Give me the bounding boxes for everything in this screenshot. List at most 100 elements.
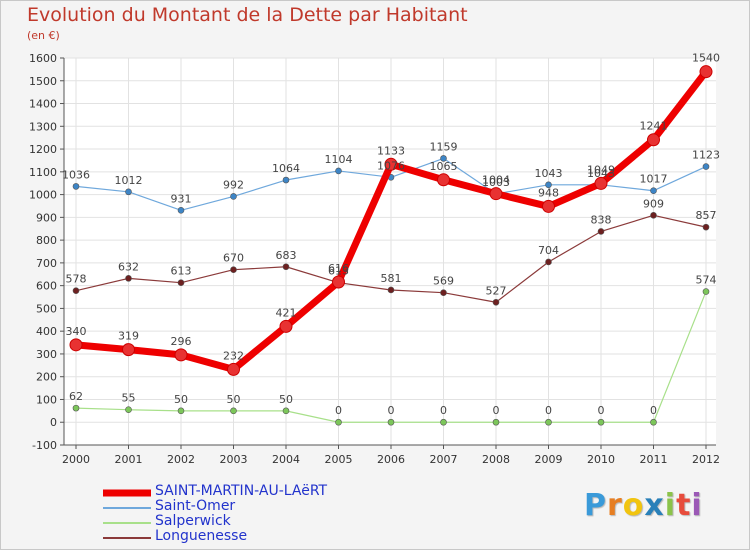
y-tick-label: 1600 <box>29 52 57 65</box>
data-label: 1043 <box>535 167 563 180</box>
logo-letter: o <box>622 488 645 523</box>
data-label: 296 <box>171 335 192 348</box>
data-point <box>177 206 185 214</box>
y-tick-label: 500 <box>36 302 57 315</box>
data-point <box>72 404 80 412</box>
x-tick-label: 2003 <box>220 453 248 466</box>
data-label: 0 <box>335 404 342 417</box>
y-tick-label: 1500 <box>29 75 57 88</box>
data-label: 613 <box>328 265 349 278</box>
data-label: 0 <box>598 404 605 417</box>
data-point <box>542 199 555 213</box>
legend-swatch <box>103 521 151 524</box>
data-point <box>597 418 605 426</box>
data-point <box>702 163 710 170</box>
data-point <box>440 289 447 297</box>
data-point <box>647 133 660 147</box>
y-tick-label: 200 <box>36 371 57 384</box>
data-point <box>702 223 710 231</box>
data-label: 704 <box>538 244 559 257</box>
data-label: 319 <box>118 330 139 343</box>
y-tick-label: 0 <box>50 416 57 429</box>
data-label: 574 <box>696 274 717 287</box>
data-label: 578 <box>66 273 87 286</box>
data-label: 613 <box>171 265 192 278</box>
data-point <box>335 167 342 175</box>
data-point <box>69 338 83 352</box>
x-tick-label: 2009 <box>535 453 563 466</box>
data-point <box>125 406 132 414</box>
y-tick-label: 300 <box>36 348 57 361</box>
data-label: 1540 <box>692 52 720 65</box>
data-point <box>440 418 447 426</box>
logo-letter: t <box>676 488 692 523</box>
data-label: 1003 <box>482 176 510 189</box>
x-tick-label: 2001 <box>115 453 143 466</box>
legend-label: SAINT-MARTIN-AU-LAëRT <box>155 483 328 499</box>
data-label: 421 <box>276 306 297 319</box>
y-tick-label: 800 <box>36 234 57 247</box>
data-point <box>650 187 657 195</box>
data-point <box>650 418 657 426</box>
data-label: 838 <box>591 213 612 226</box>
y-tick-label: 100 <box>36 393 57 406</box>
data-label: 931 <box>171 192 192 205</box>
data-label: 232 <box>223 349 244 362</box>
data-point <box>545 418 552 426</box>
data-label: 616 <box>328 262 349 275</box>
data-point <box>489 187 503 201</box>
data-label: 0 <box>493 404 500 417</box>
data-label: 0 <box>545 404 552 417</box>
data-label: 527 <box>486 284 507 297</box>
data-label: 909 <box>643 197 664 210</box>
data-point <box>699 65 713 79</box>
data-point <box>282 407 290 415</box>
data-point <box>545 181 552 189</box>
y-tick-label: 700 <box>36 257 57 270</box>
data-label: 1123 <box>692 149 720 162</box>
data-label: 1017 <box>640 173 668 186</box>
y-tick-label: 1400 <box>29 98 57 111</box>
data-point <box>440 155 447 162</box>
legend-label: Salperwick <box>155 513 231 529</box>
data-label: 581 <box>381 272 402 285</box>
data-label: 1065 <box>430 160 458 173</box>
plot-area <box>64 58 716 445</box>
x-tick-label: 2005 <box>325 453 353 466</box>
logo-letter: P <box>584 488 607 523</box>
data-point <box>72 183 80 190</box>
data-point <box>72 287 80 294</box>
data-point <box>650 212 657 219</box>
legend-label: Longuenesse <box>155 528 248 544</box>
x-tick-label: 2011 <box>640 453 668 466</box>
data-label: 55 <box>122 392 136 405</box>
data-label: 569 <box>433 275 454 288</box>
grid <box>64 57 716 446</box>
legend-label: Saint-Omer <box>155 498 236 514</box>
data-point <box>177 407 185 415</box>
data-point <box>174 348 188 362</box>
data-point <box>230 266 237 274</box>
data-label: 1049 <box>587 163 615 176</box>
logo-letter: x <box>644 488 665 523</box>
data-point <box>492 298 500 306</box>
data-point <box>282 263 290 271</box>
data-label: 1133 <box>377 144 405 157</box>
data-label: 1076 <box>377 159 405 172</box>
data-label: 683 <box>276 249 297 262</box>
data-label: 0 <box>440 404 447 417</box>
x-tick-label: 2010 <box>587 453 615 466</box>
data-label: 948 <box>538 186 559 199</box>
data-label: 1241 <box>640 120 668 133</box>
unit-label: (en €) <box>27 29 60 42</box>
data-point <box>437 173 450 187</box>
data-label: 1036 <box>62 168 90 181</box>
data-point <box>597 228 605 235</box>
y-tick-label: 1300 <box>29 120 57 133</box>
x-tick-label: 2002 <box>167 453 195 466</box>
y-tick-label: -100 <box>32 439 57 452</box>
data-point <box>545 258 552 266</box>
y-tick-label: 400 <box>36 325 57 338</box>
